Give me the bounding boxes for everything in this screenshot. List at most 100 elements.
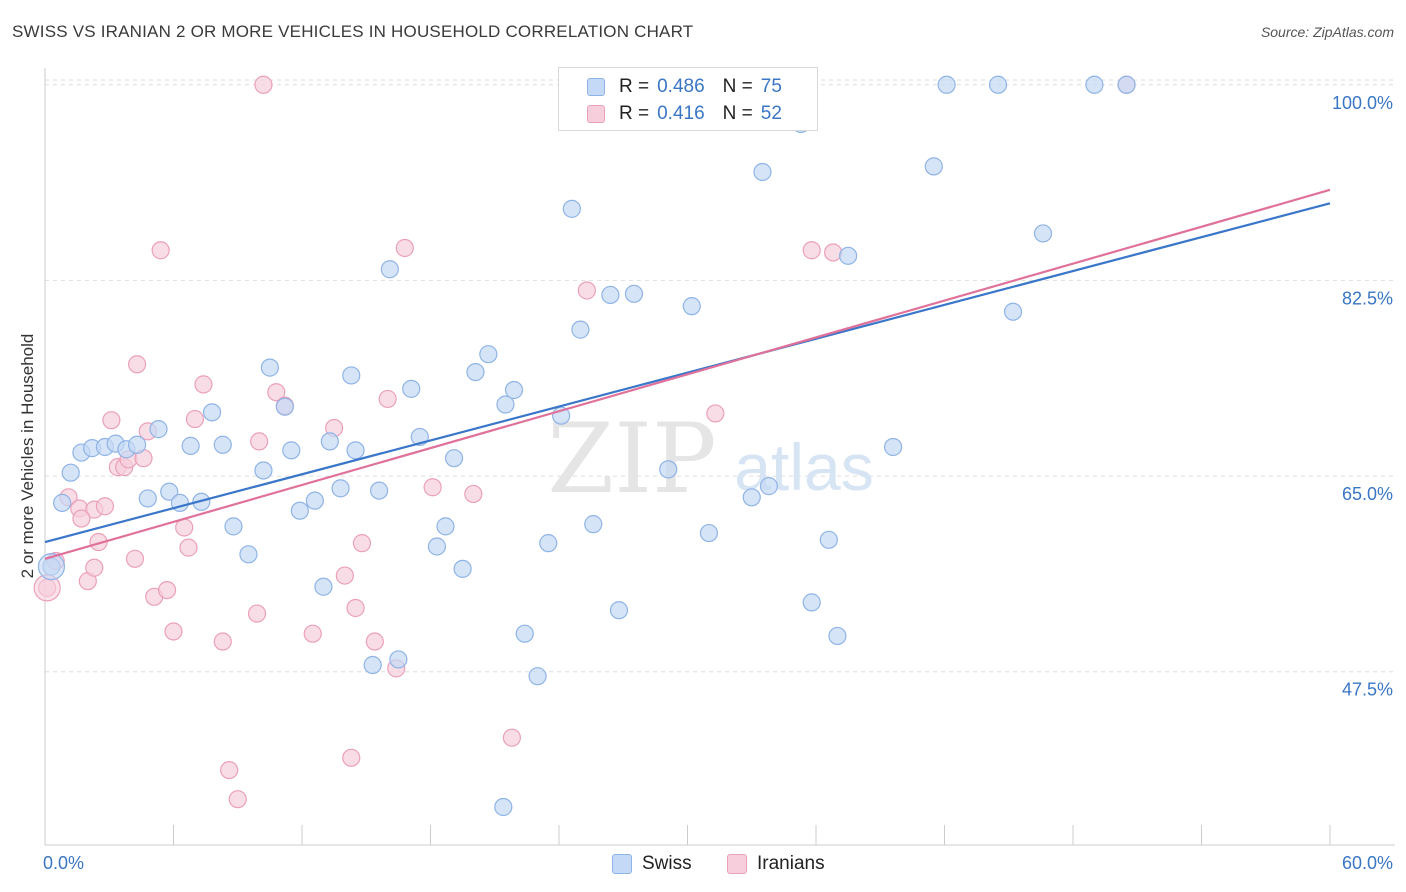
iranians-point [423, 478, 442, 497]
swiss-point [389, 650, 408, 669]
swiss-point [883, 437, 903, 457]
x-tick-label-min: 0.0% [43, 853, 84, 873]
swiss-point [819, 530, 838, 549]
swiss-point [290, 501, 309, 520]
swiss-point [202, 403, 222, 422]
swiss-point [138, 489, 157, 508]
swiss-point [515, 624, 534, 643]
legend-item-swiss: Swiss [612, 852, 692, 876]
legend-row-swiss: R = 0.486 N = 75 [587, 74, 782, 100]
swiss-trendline [44, 202, 1331, 544]
swiss-point [275, 397, 294, 416]
swiss-point [160, 482, 179, 501]
swiss-point [1003, 302, 1023, 321]
source-credit: Source: ZipAtlas.com [1260, 24, 1394, 40]
swiss-point [601, 285, 620, 305]
iranians-point [157, 580, 177, 600]
swiss-point [239, 545, 258, 564]
iranians-point [303, 624, 322, 643]
swiss-point [699, 523, 719, 543]
swiss-point [504, 380, 524, 400]
swiss-point [609, 601, 629, 620]
swiss-point [127, 435, 147, 454]
swiss-point [427, 537, 447, 556]
iranians-point [378, 389, 397, 409]
swiss-point [61, 463, 80, 482]
iranians-point [72, 509, 91, 528]
swiss-point [436, 517, 455, 536]
iranians-point [502, 728, 521, 747]
swiss-r-value: 0.486 [657, 76, 705, 97]
swiss-point [742, 488, 761, 507]
swiss-n-value: 75 [760, 76, 782, 97]
swiss-point [181, 436, 200, 455]
iranians-point [464, 484, 483, 504]
swiss-point [759, 477, 778, 496]
legend-item-iranians: Iranians [727, 852, 825, 876]
iranians-point [824, 243, 843, 262]
swiss-point [254, 461, 273, 480]
iranians-point [352, 534, 372, 553]
chart-title: SWISS VS IRANIAN 2 OR MORE VEHICLES IN H… [12, 22, 694, 41]
iranians-point [395, 238, 414, 258]
swiss-point [305, 491, 324, 510]
swiss-point [839, 246, 858, 265]
swiss-point [528, 667, 547, 686]
swiss-point [924, 157, 943, 176]
swiss-point [937, 75, 956, 94]
swiss-point [802, 593, 821, 612]
swiss-point [494, 797, 513, 817]
correlation-legend: R = 0.486 N = 75 R = 0.416 N = 52 [558, 67, 818, 131]
swiss-point [496, 395, 515, 414]
swiss-point [479, 345, 498, 364]
iranians-point [102, 411, 121, 430]
iranians-n-value: 52 [760, 103, 782, 124]
iranians-point [164, 622, 183, 641]
iranians-r-label: R = [619, 103, 650, 124]
iranians-point [247, 604, 267, 623]
swiss-point [260, 358, 279, 377]
iranians-point [577, 281, 596, 300]
iranians-n-label: N = [722, 103, 753, 124]
swiss-r-label: R = [619, 76, 650, 97]
gridlines [45, 79, 1395, 673]
iranians-point [365, 632, 384, 651]
swiss-point [753, 162, 772, 182]
swiss-point [571, 320, 590, 339]
swiss-point [320, 432, 339, 451]
legend-row-iranians: R = 0.416 N = 52 [587, 101, 782, 127]
swiss-point [682, 297, 701, 316]
swiss-point [1117, 75, 1136, 94]
swiss-points [37, 75, 1136, 817]
x-tick-label-max: 60.0% [1342, 853, 1393, 873]
iranians-point [802, 241, 821, 260]
swiss-point [584, 515, 603, 534]
iranians-legend-label: Iranians [757, 853, 825, 874]
iranians-point [95, 497, 115, 516]
swiss-legend-label: Swiss [642, 853, 692, 874]
iranians-point [194, 375, 213, 394]
iranians-legend-swatch [727, 854, 747, 874]
swiss-point [444, 449, 464, 468]
swiss-point [466, 362, 485, 382]
iranians-point [335, 566, 354, 585]
swiss-point [659, 460, 678, 479]
iranians-r-value: 0.416 [657, 103, 705, 124]
swiss-point [149, 420, 168, 439]
swiss-swatch [587, 78, 605, 96]
iranians-point [267, 383, 286, 402]
iranians-point [250, 432, 269, 451]
swiss-n-label: N = [722, 76, 753, 97]
swiss-point [562, 199, 581, 218]
y-tick-label: 82.5% [1342, 288, 1393, 308]
iranians-point [342, 748, 361, 767]
iranians-point [179, 538, 198, 557]
iranians-swatch [587, 105, 605, 123]
swiss-point [380, 260, 399, 279]
iranians-point [151, 241, 170, 260]
iranians-point [706, 404, 725, 423]
iranians-point [127, 355, 147, 374]
swiss-point [331, 479, 350, 498]
swiss-point [402, 379, 421, 398]
